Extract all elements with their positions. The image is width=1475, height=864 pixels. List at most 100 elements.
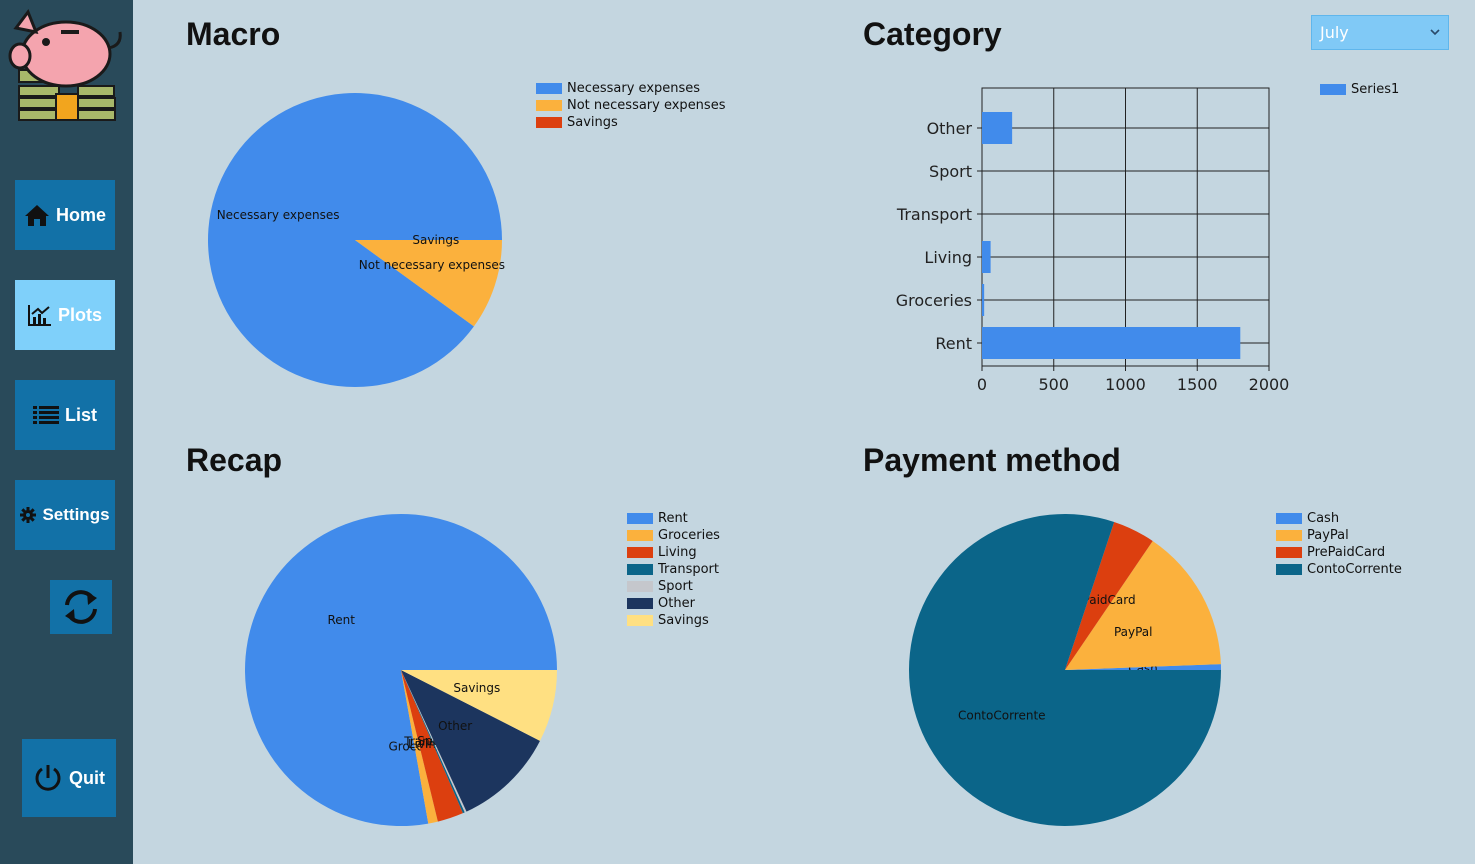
category-tick-label-living: Living — [924, 248, 972, 267]
category-legend-swatch — [1320, 84, 1346, 95]
list-icon — [32, 406, 59, 424]
macro-label-necessary-expenses: Necessary expenses — [217, 208, 340, 222]
category-bar-living — [982, 241, 991, 273]
category-bar-rent — [982, 327, 1241, 359]
macro-title: Macro — [186, 16, 281, 52]
category-tick-label-x: 1500 — [1177, 375, 1218, 394]
recap-legend-label: Groceries — [658, 528, 720, 543]
recap-legend-swatch — [627, 598, 653, 609]
category-legend-item: Series1 — [1320, 81, 1399, 98]
payment-legend-label: PayPal — [1307, 528, 1349, 543]
sidebar: Home Plots List Settings — [0, 0, 133, 864]
recap-legend-swatch — [627, 530, 653, 541]
recap-legend-item: Rent — [627, 510, 720, 527]
gear-icon — [20, 507, 37, 523]
macro-legend-item: Necessary expenses — [536, 80, 725, 97]
recap-legend-item: Sport — [627, 578, 720, 595]
power-icon — [35, 765, 61, 791]
recap-legend-item: Transport — [627, 561, 720, 578]
payment-legend-swatch — [1276, 513, 1302, 524]
recap-legend-swatch — [627, 513, 653, 524]
category-tick-label-sport: Sport — [929, 162, 972, 181]
category-plot-area — [981, 87, 1270, 367]
refresh-icon — [65, 590, 97, 624]
macro-legend-label: Necessary expenses — [567, 81, 701, 96]
recap-legend-label: Other — [658, 596, 695, 611]
macro-legend-swatch — [536, 83, 562, 94]
category-tick-label-groceries: Groceries — [896, 291, 972, 310]
payment-label-cash: Cash — [1128, 662, 1158, 676]
macro-legend-label: Savings — [567, 115, 618, 130]
category-tick-label-x: 0 — [977, 375, 987, 394]
recap-label-transport: Transport — [403, 734, 461, 748]
month-select[interactable]: July — [1311, 15, 1449, 50]
category-tick-label-rent: Rent — [935, 334, 972, 353]
chevron-down-icon — [1430, 29, 1440, 36]
recap-slice-transport — [401, 670, 465, 814]
category-tick-label-x: 500 — [1038, 375, 1069, 394]
payment-legend-label: Cash — [1307, 511, 1340, 526]
recap-slice-rent — [244, 514, 557, 826]
list-button-label: List — [64, 404, 97, 425]
recap-label-rent: Rent — [327, 613, 355, 627]
category-legend-label: Series1 — [1351, 82, 1400, 97]
payment-legend: Cash PayPal PrePaidCard ContoCorrente — [1276, 510, 1402, 578]
macro-label-not-necessary-expenses: Not necessary expenses — [359, 258, 505, 272]
payment-slice-prepaidcard — [1065, 521, 1153, 670]
recap-label-other: Other — [438, 719, 472, 733]
recap-legend-item: Savings — [627, 612, 720, 629]
recap-legend-item: Other — [627, 595, 720, 612]
home-icon — [24, 205, 49, 226]
category-tick-label-x: 1000 — [1105, 375, 1146, 394]
recap-slice-sport — [401, 670, 467, 813]
list-button[interactable]: List — [15, 380, 115, 450]
settings-button[interactable]: Settings — [15, 480, 115, 550]
macro-legend-label: Not necessary expenses — [567, 98, 726, 113]
recap-slice-living — [401, 670, 463, 822]
recap-label-sport: Sport — [417, 734, 450, 748]
recap-title: Recap — [186, 442, 283, 478]
refresh-button[interactable] — [50, 580, 112, 634]
macro-label-savings: Savings — [412, 233, 459, 247]
payment-legend-swatch — [1276, 547, 1302, 558]
payment-label-paypal: PayPal — [1114, 625, 1153, 639]
plots-button-label: Plots — [57, 304, 102, 325]
recap-slice-groceries — [401, 670, 438, 824]
chart-icon — [27, 305, 51, 326]
recap-slice-savings — [401, 670, 557, 741]
payment-label-prepaidcard: PrePaidCard — [1063, 593, 1135, 607]
recap-legend-label: Living — [658, 545, 697, 560]
recap-legend-swatch — [627, 547, 653, 558]
recap-legend-label: Transport — [658, 562, 720, 577]
quit-button-label: Quit — [69, 767, 105, 788]
macro-legend-swatch — [536, 117, 562, 128]
category-tick-label-other: Other — [927, 119, 973, 138]
category-legend: Series1 — [1320, 81, 1399, 98]
month-select-value: July — [1320, 23, 1349, 42]
payment-legend-item: Cash — [1276, 510, 1402, 527]
payment-slice-cash — [1065, 664, 1221, 670]
quit-button[interactable]: Quit — [22, 739, 116, 817]
home-button[interactable]: Home — [15, 180, 115, 250]
category-tick-label-x: 2000 — [1249, 375, 1290, 394]
payment-slice-contocorrente — [909, 514, 1221, 826]
recap-label-groceries: Groceries — [388, 739, 445, 753]
recap-legend-swatch — [627, 615, 653, 626]
payment-label-contocorrente: ContoCorrente — [958, 709, 1046, 723]
recap-legend-label: Sport — [658, 579, 693, 594]
plots-button[interactable]: Plots — [15, 280, 115, 350]
recap-legend-item: Groceries — [627, 527, 720, 544]
payment-slice-paypal — [1065, 540, 1221, 670]
payment-legend-swatch — [1276, 564, 1302, 575]
category-tick-label-transport: Transport — [896, 205, 972, 224]
payment-legend-item: PrePaidCard — [1276, 544, 1402, 561]
macro-legend-swatch — [536, 100, 562, 111]
payment-legend-item: ContoCorrente — [1276, 561, 1402, 578]
recap-legend-label: Rent — [658, 511, 688, 526]
payment-legend-item: PayPal — [1276, 527, 1402, 544]
recap-legend-swatch — [627, 581, 653, 592]
recap-label-savings: Savings — [453, 681, 500, 695]
category-bar-other — [982, 112, 1013, 144]
home-button-label: Home — [55, 204, 106, 225]
